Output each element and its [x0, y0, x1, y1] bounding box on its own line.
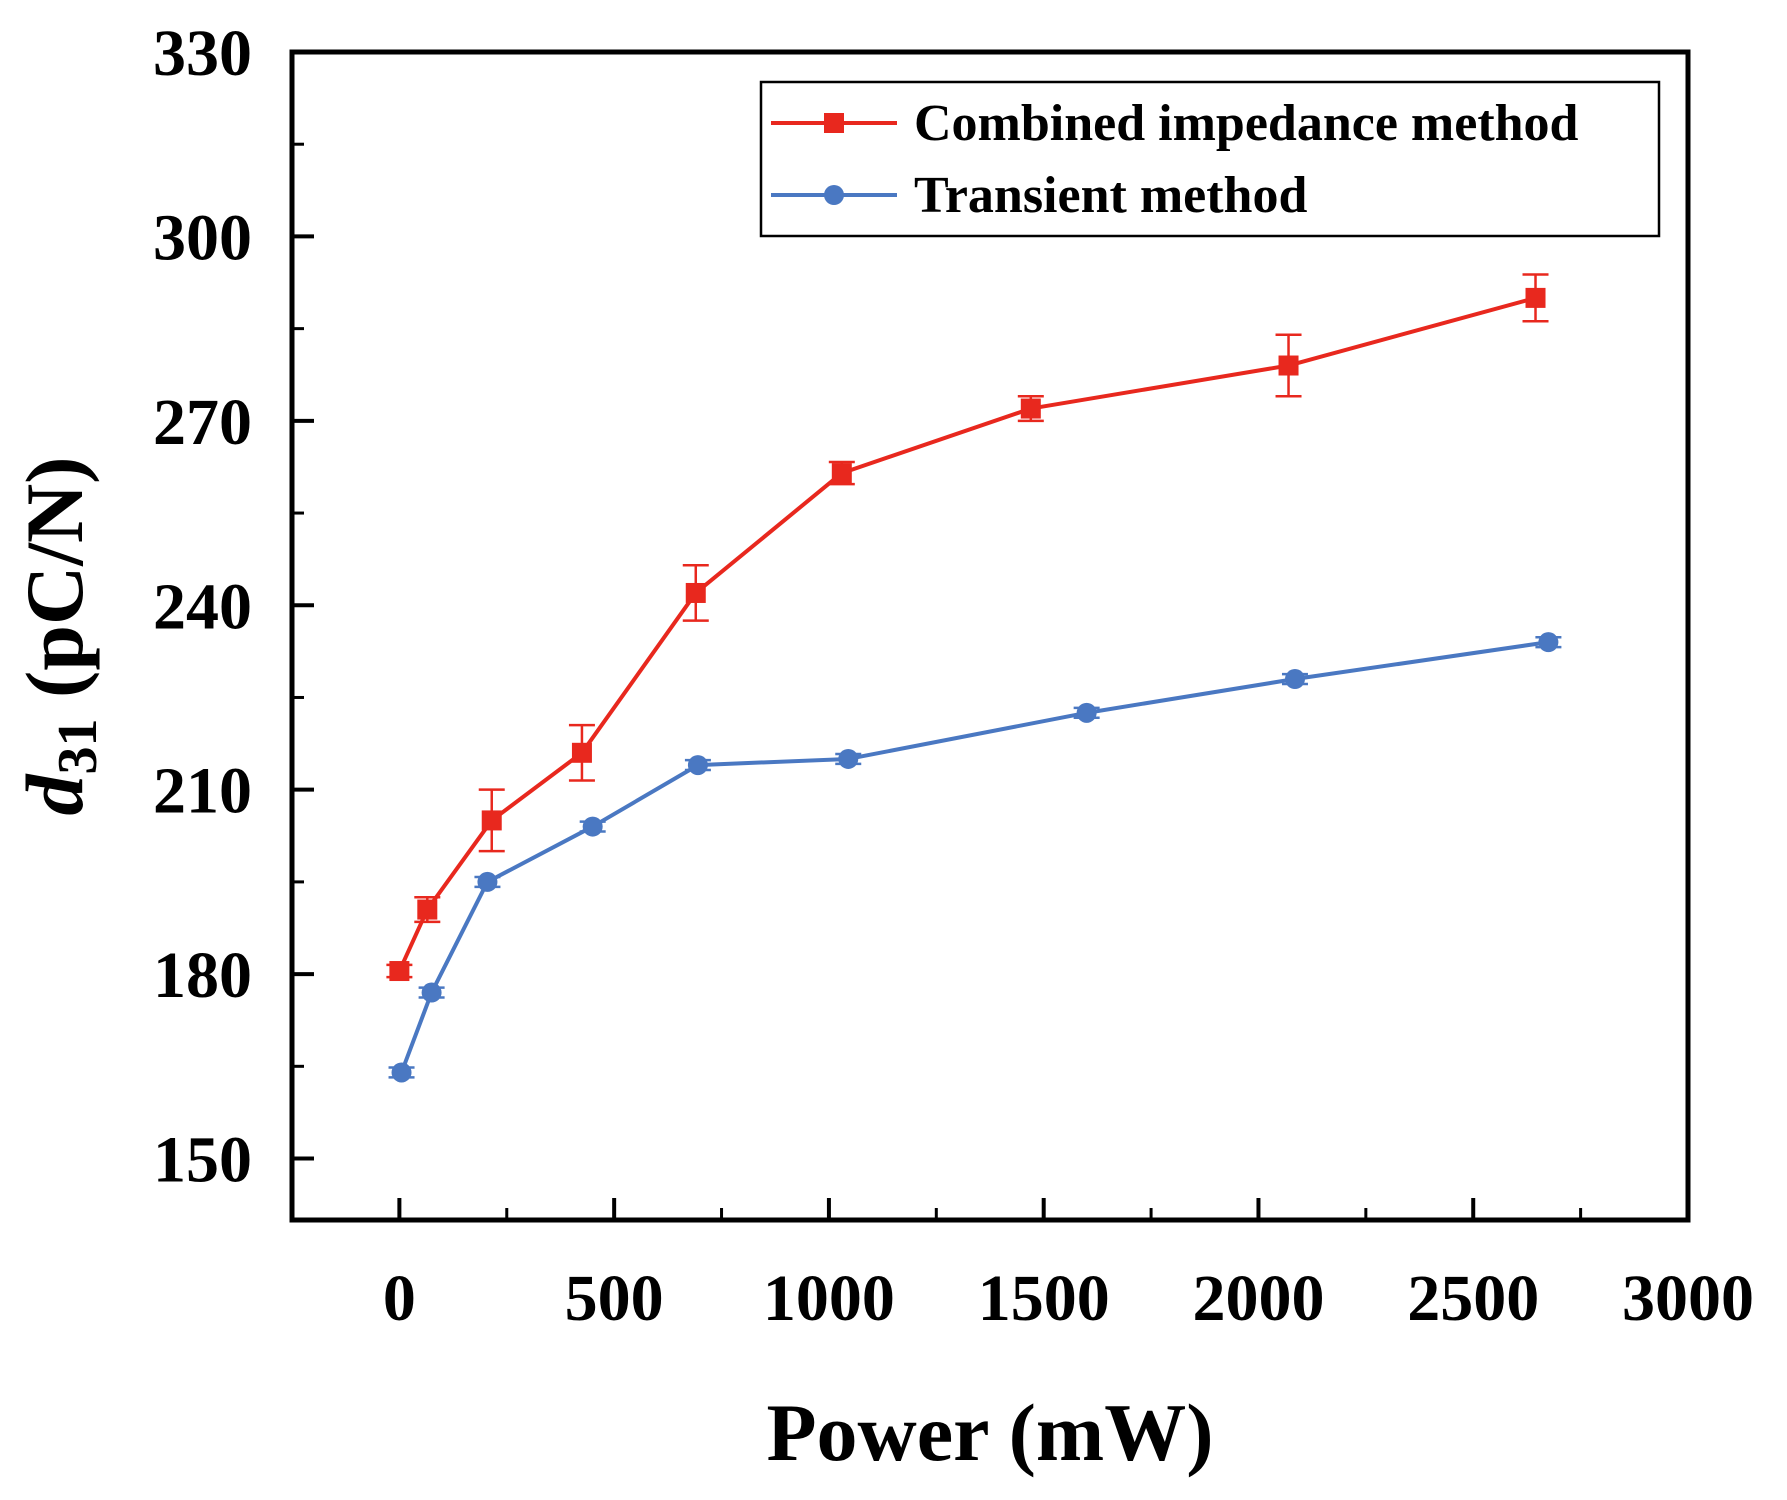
data-point-combined-impedance [685, 582, 706, 603]
data-point-transient [687, 755, 708, 776]
y-tick-label: 330 [153, 17, 252, 90]
x-tick-label: 0 [383, 1262, 416, 1335]
legend-marker-transient [824, 185, 844, 205]
y-tick-label: 210 [153, 755, 252, 828]
y-tick-label: 270 [153, 386, 252, 459]
data-point-combined-impedance [831, 463, 852, 484]
series-line-combined-impedance [397, 295, 1537, 972]
data-point-transient [1076, 702, 1097, 723]
x-axis-title: Power (mW) [766, 1387, 1213, 1478]
y-axis-title-subscript: 31 [47, 718, 109, 774]
x-tick-label: 1500 [978, 1262, 1110, 1335]
data-point-combined-impedance [389, 961, 410, 982]
legend-box [759, 80, 1661, 238]
x-tick-label: 2500 [1407, 1262, 1539, 1335]
axes-layer: 0 500 1000 1500 2000 2500 3000 150 180 210 240 270 3… [153, 17, 1754, 1335]
data-point-transient [1284, 669, 1305, 690]
y-tick-label: 300 [153, 201, 252, 274]
plot-frame-layer [289, 49, 1691, 1223]
y-tick-label: 150 [153, 1124, 252, 1197]
y-axis-title: d31 (pC/N) [9, 457, 109, 816]
x-tick-label: 1000 [763, 1262, 895, 1335]
legend: Combined impedance method Transient meth… [759, 80, 1661, 238]
x-tick-label: 2000 [1192, 1262, 1324, 1335]
data-point-transient [477, 871, 498, 892]
legend-marker-combined-impedance [824, 113, 844, 133]
data-point-transient [391, 1062, 412, 1083]
legend-label-combined-impedance: Combined impedance method [914, 95, 1579, 152]
data-point-transient [1538, 632, 1559, 653]
data-point-combined-impedance [481, 810, 502, 831]
data-point-combined-impedance [417, 899, 438, 920]
data-point-transient [421, 982, 442, 1003]
data-point-combined-impedance [1278, 355, 1299, 376]
data-point-combined-impedance [571, 742, 592, 763]
y-axis-title-unit: (pC/N) [9, 457, 100, 719]
x-tick-label: 500 [565, 1262, 664, 1335]
series-layer [386, 273, 1562, 1083]
series-line-transient [399, 640, 1549, 1074]
y-tick-label: 240 [153, 570, 252, 643]
data-point-transient [838, 748, 859, 769]
data-point-combined-impedance [1020, 398, 1041, 419]
x-tick-label: 3000 [1622, 1262, 1754, 1335]
y-tick-label: 180 [153, 939, 252, 1012]
data-point-transient [582, 816, 603, 837]
plot-frame [289, 49, 1691, 1223]
legend-label-transient: Transient method [914, 167, 1307, 224]
y-axis-title-main: d [9, 773, 100, 815]
data-point-combined-impedance [1525, 287, 1546, 308]
